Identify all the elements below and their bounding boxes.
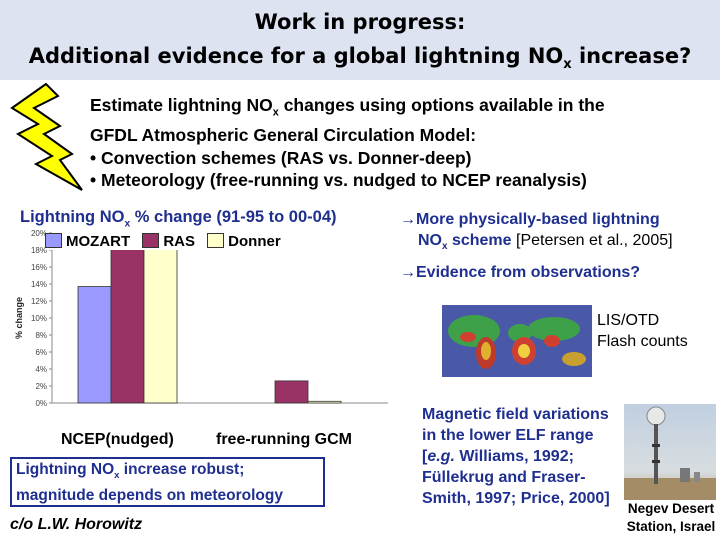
y-tick-label: 8% — [35, 331, 47, 340]
y-tick-label: 12% — [31, 297, 47, 306]
y-tick-label: 6% — [35, 348, 47, 357]
intro-text: Estimate lightning NOx changes using opt… — [90, 95, 605, 190]
y-tick-label: 18% — [31, 246, 47, 255]
bar-ras-0 — [110, 244, 145, 404]
legend-item-donner: Donner — [207, 233, 281, 250]
slide-title-line2: Additional evidence for a global lightni… — [28, 44, 692, 73]
y-tick-label: 20% — [31, 229, 47, 238]
world-map-image — [434, 295, 599, 387]
slide-title-line1: Work in progress: — [254, 10, 466, 34]
arrow-icon: → — [400, 211, 416, 228]
title-banner — [0, 0, 720, 80]
y-axis-label: % change — [14, 297, 24, 339]
legend-swatch — [45, 233, 62, 248]
station-photo — [624, 404, 716, 500]
legend-item-ras: RAS — [142, 233, 195, 250]
legend-swatch — [207, 233, 225, 248]
credit-text: c/o L.W. Horowitz — [10, 516, 143, 533]
y-tick-label: 16% — [31, 263, 47, 272]
bar-mozart-0 — [77, 286, 112, 404]
bar-ras-1 — [274, 380, 309, 404]
y-tick-label: 4% — [35, 365, 47, 374]
photo-caption: Negev Desert Station, Israel — [626, 501, 716, 534]
bar-donner-1 — [307, 400, 342, 404]
magnetic-field-text: Magnetic field variations in the lower E… — [422, 406, 610, 507]
chart-title: Lightning NOx % change (91-95 to 00-04) — [20, 208, 337, 230]
map-label: LIS/OTD Flash counts — [597, 310, 688, 352]
y-tick-label: 0% — [35, 399, 47, 408]
category-label-free-running: free-running GCM — [216, 431, 352, 448]
category-label-ncep: NCEP(nudged) — [61, 431, 174, 448]
conclusion-box: Lightning NOx increase robust; magnitude… — [10, 457, 325, 507]
legend-swatch — [142, 233, 160, 248]
y-tick-label: 10% — [31, 314, 47, 323]
right-item-observations: →Evidence from observations? — [400, 264, 641, 281]
right-item-lightning-scheme: →More physically-based lightning NOx sch… — [400, 211, 673, 253]
y-tick-label: 2% — [35, 382, 47, 391]
bar-donner-0 — [143, 246, 178, 404]
chart-legend: MOZART RAS Donner — [45, 233, 289, 250]
lightning-bolt-icon — [10, 82, 83, 191]
arrow-icon: → — [400, 264, 416, 281]
bar-chart: 0% 2% 4% 6% 8% 10% 12% 14% 16% 18% 20% % change — [14, 229, 388, 408]
legend-item-mozart: MOZART — [45, 233, 130, 250]
y-tick-label: 14% — [31, 280, 47, 289]
